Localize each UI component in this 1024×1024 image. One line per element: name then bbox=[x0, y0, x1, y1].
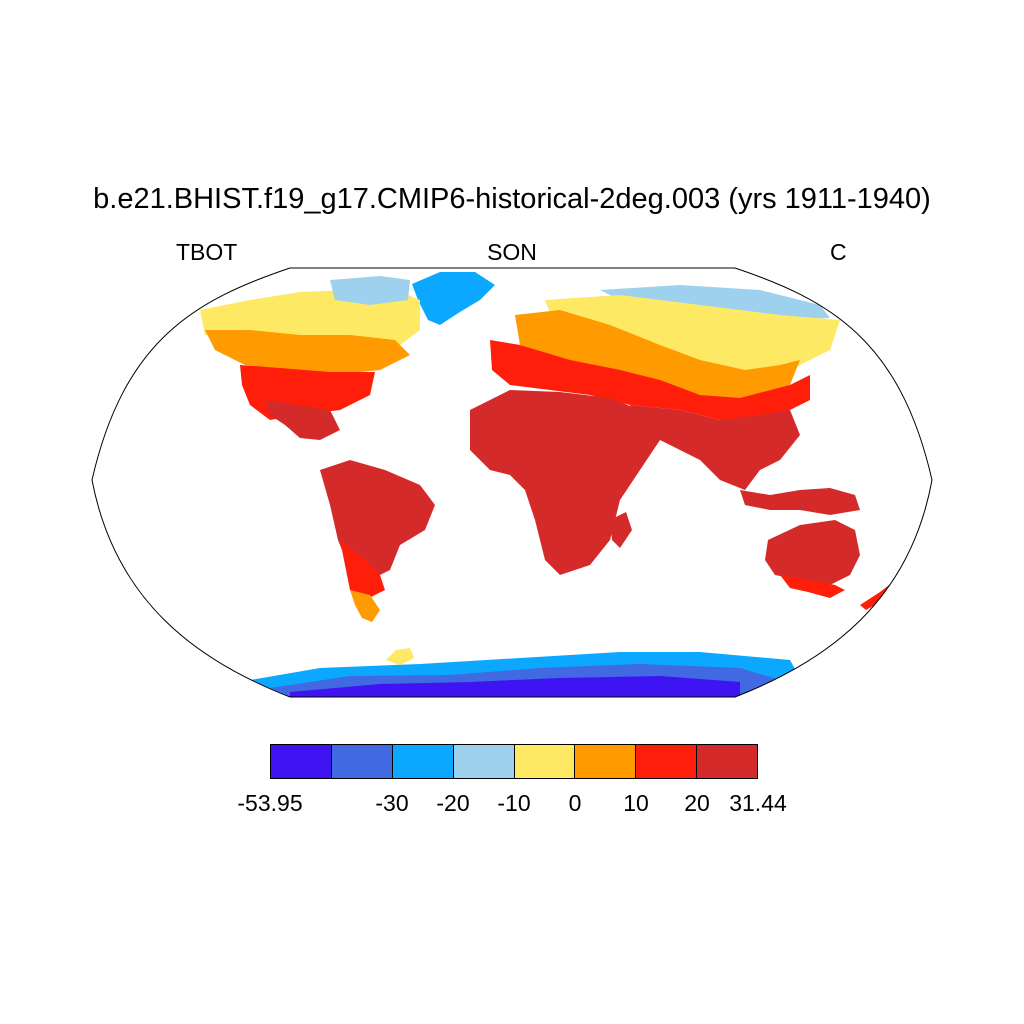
south-america-dark bbox=[320, 460, 435, 580]
south-america-red bbox=[340, 540, 385, 600]
north-america-orange bbox=[205, 330, 410, 375]
colorbar-label-2: -20 bbox=[436, 790, 470, 816]
units-label: C bbox=[830, 239, 847, 265]
season-label: SON bbox=[487, 239, 537, 265]
eurasia-red bbox=[490, 340, 810, 420]
new-zealand bbox=[860, 578, 902, 610]
map-border bbox=[91, 267, 933, 698]
figure-title: b.e21.BHIST.f19_g17.CMIP6-historical-2de… bbox=[93, 183, 931, 215]
africa bbox=[470, 390, 660, 575]
colorbar-label-0: -53.95 bbox=[237, 790, 303, 816]
colorbar-label-4: 0 bbox=[568, 790, 582, 816]
colorbar-box-0 bbox=[271, 745, 332, 778]
colorbar-label-6: 20 bbox=[684, 790, 710, 816]
colorbar-label-5: 10 bbox=[623, 790, 649, 816]
south-asia-dark bbox=[630, 405, 800, 490]
variable-label: TBOT bbox=[176, 239, 238, 265]
colorbar-box-3 bbox=[453, 745, 515, 778]
colorbar-box-2 bbox=[392, 745, 454, 778]
colorbar-box-4 bbox=[514, 745, 576, 778]
central-america bbox=[265, 400, 340, 440]
colorbar-box-1 bbox=[331, 745, 393, 778]
colorbar-box-5 bbox=[575, 745, 637, 778]
eurasia-lightblue bbox=[600, 285, 830, 320]
australia-red bbox=[780, 575, 845, 598]
eurasia-orange bbox=[515, 310, 800, 400]
colorbar-label-3: -10 bbox=[497, 790, 531, 816]
colorbar-box-7 bbox=[697, 745, 757, 778]
antarctica-inner bbox=[290, 676, 740, 697]
australia-dark bbox=[765, 520, 860, 585]
colorbar-box-6 bbox=[636, 745, 698, 778]
colorbar-label-1: -30 bbox=[375, 790, 409, 816]
colorbar-label-7: 31.44 bbox=[729, 790, 787, 816]
colorbar bbox=[270, 744, 758, 779]
greenland bbox=[412, 272, 495, 325]
south-america-orange bbox=[350, 590, 380, 622]
indonesia bbox=[740, 488, 860, 515]
